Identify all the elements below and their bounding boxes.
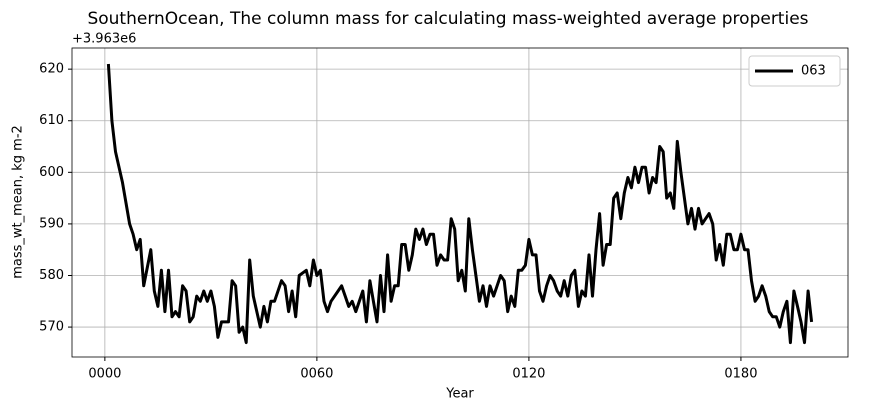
x-tick-label: 0120 bbox=[512, 367, 545, 382]
y-axis-label: mass_wt_mean, kg m-2 bbox=[11, 125, 26, 279]
x-tick-label: 0180 bbox=[724, 367, 757, 382]
y-tick-label: 600 bbox=[39, 165, 64, 180]
y-tick-label: 620 bbox=[39, 62, 64, 77]
legend-label: 063 bbox=[801, 64, 826, 79]
line-series bbox=[106, 63, 814, 345]
y-tick-label: 570 bbox=[39, 320, 64, 335]
x-tick-label: 0060 bbox=[300, 367, 333, 382]
y-tick-label: 580 bbox=[39, 268, 64, 283]
x-tick-label: 0000 bbox=[88, 367, 121, 382]
y-tick-label: 610 bbox=[39, 113, 64, 128]
plot-frame bbox=[71, 47, 849, 358]
offset-text: +3.963e6 bbox=[72, 32, 136, 47]
chart-title: SouthernOcean, The column mass for calcu… bbox=[87, 9, 808, 29]
legend-box bbox=[748, 55, 841, 87]
y-tick-label: 590 bbox=[39, 216, 64, 231]
x-axis-label: Year bbox=[445, 387, 474, 402]
